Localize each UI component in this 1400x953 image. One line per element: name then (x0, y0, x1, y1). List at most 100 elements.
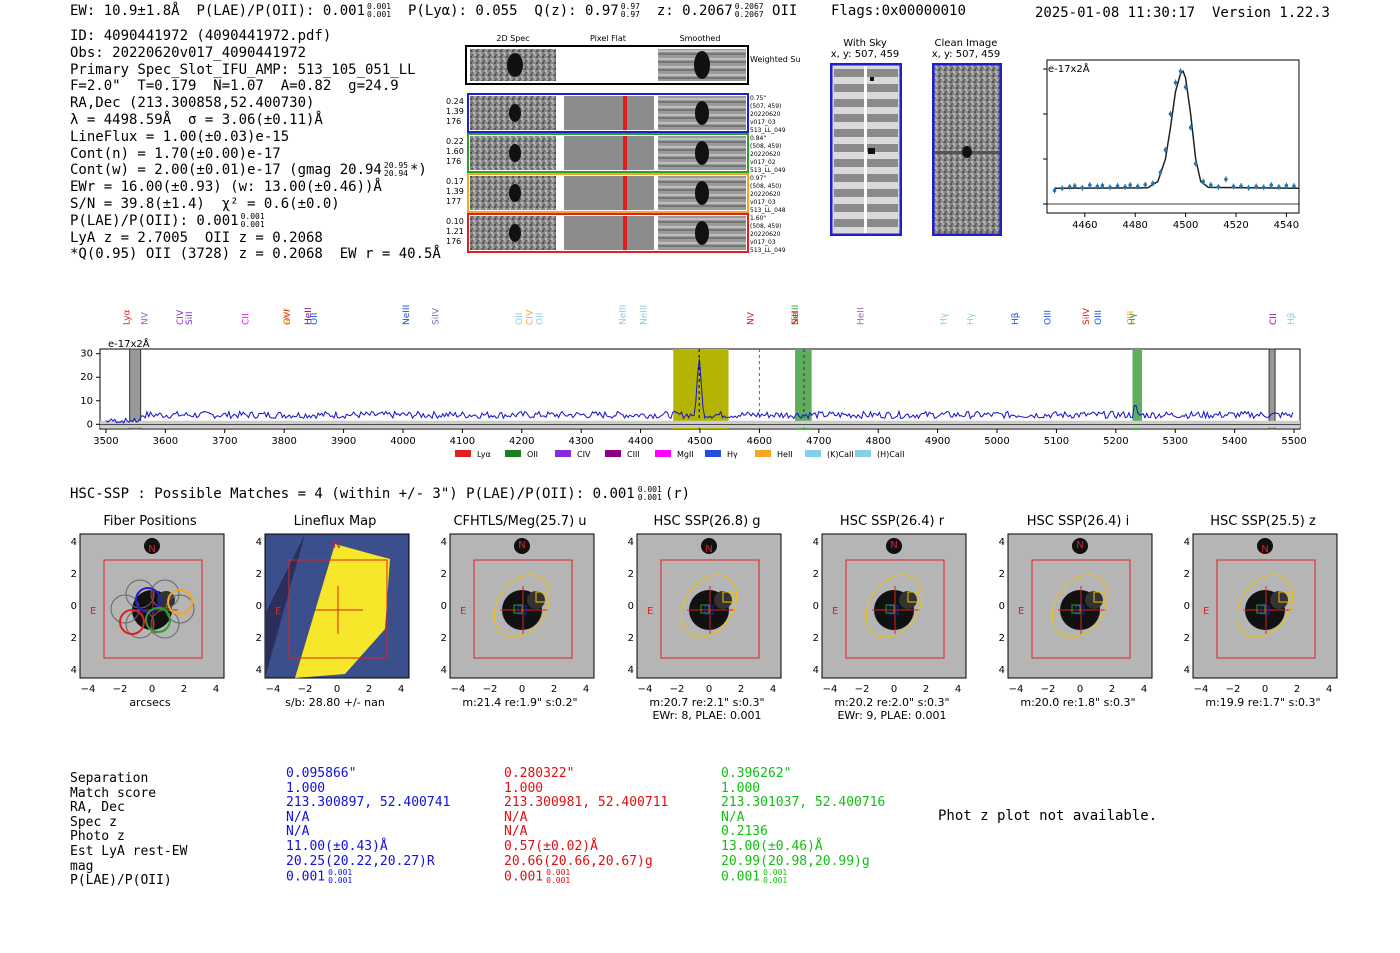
weighted-label: Weighted Sum (750, 55, 800, 64)
cutout-xtick: −2 (1226, 684, 1241, 695)
full-xtick-label: 4800 (865, 436, 890, 447)
ellipse-fit (680, 574, 738, 638)
line-label: NeIII (791, 305, 801, 325)
full-ylabel: e-17x2Å (108, 337, 150, 350)
sky-gap (864, 66, 867, 233)
info-id: ID: 4090441972 (4090441972.pdf) (70, 28, 332, 44)
zoom-point (1269, 183, 1274, 187)
full-flux-trace (105, 359, 1294, 424)
table-cell-supsub: 0.001 0.001 (328, 868, 353, 886)
band-lya-edge (129, 348, 142, 430)
line-label: NV (746, 311, 756, 325)
zoom-point (1088, 183, 1092, 187)
cutout-xtick: 0 (1262, 684, 1268, 695)
fiber-right-label: 0.75" (750, 95, 766, 102)
zoom-spectrum-chart: e-17x2Å 446044804500452045400102030 (1043, 59, 1300, 230)
table-cell: 0.396262" (721, 766, 792, 781)
cutout-xtick: −4 (81, 684, 96, 695)
clean-title: Clean Image x, y: 507, 459 (927, 38, 1005, 60)
table-label: Spec z (70, 814, 117, 830)
legend-label: (H)CaII (877, 450, 904, 459)
zoom-point (1123, 185, 1127, 189)
line-label: NeIII (402, 305, 412, 325)
detection-info: ID: 4090441972 (4090441972.pdf) Obs: 2022… (70, 28, 441, 263)
line-label: OII (515, 313, 525, 325)
zoom-point (1277, 185, 1281, 189)
weighted-sum-smoothed-blob (694, 51, 710, 79)
zoom-ylabel: e-17x2Å (1048, 62, 1090, 75)
north-label: N (705, 544, 712, 555)
svg-text:NeIII: NeIII (640, 305, 650, 325)
svg-text:SiII: SiII (185, 311, 195, 325)
full-xtick-label: 3900 (331, 436, 356, 447)
table-cell: 213.300897, 52.400741 (286, 795, 451, 811)
svg-text:Lyα: Lyα (123, 309, 133, 325)
cutout-ytick: 0 (256, 601, 262, 612)
z-value: z: 0.2067 (656, 3, 733, 19)
z-sub: 0.2067 (734, 10, 764, 19)
fiber-left-label: 1.39 (446, 107, 464, 116)
fiber-2d-blob (509, 224, 521, 242)
cutout-ytick: 4 (628, 537, 634, 548)
fiber-smoothed-blob (695, 101, 709, 125)
ellipse-fit (1236, 574, 1294, 638)
phot-z-message: Phot z plot not available. (938, 808, 1158, 824)
cutout-xtick: −4 (451, 684, 466, 695)
fiber-right-label: (508, 459) (750, 143, 781, 150)
full-xtick-label: 3700 (212, 436, 237, 447)
table-label: Separation (70, 771, 149, 786)
match-box-green (1256, 604, 1266, 614)
full-xtick-label: 5200 (1103, 436, 1128, 447)
cutout-xtick: −2 (113, 684, 128, 695)
legend-swatch (755, 450, 771, 457)
svg-text:NV: NV (746, 311, 756, 325)
cutout-xtick: −2 (483, 684, 498, 695)
full-xtick-label: 3500 (93, 436, 118, 447)
cutout-image: N E 4 2 0 −2 −4 −4 −2 0 2 4 (255, 533, 410, 695)
fiber-right-label: v017_03 (750, 199, 776, 206)
legend-label: (K)CaII (827, 450, 854, 459)
info-contw-sup: 20.95 (383, 161, 408, 171)
cutout-ytick: 0 (71, 601, 77, 612)
clean-xy: x, y: 507, 459 (931, 49, 1001, 60)
legend-label: CIV (577, 450, 591, 459)
cutout-xtick: −2 (1041, 684, 1056, 695)
table-cell: 13.00(±0.46)Å (721, 838, 823, 854)
fiber-left-label: 0.10 (446, 217, 464, 226)
zoom-point (1080, 186, 1085, 190)
fiber-left-label: 0.22 (446, 137, 464, 146)
cutout-xtick: 2 (1109, 684, 1115, 695)
ellipse-fit (1051, 574, 1109, 638)
zoom-point (1168, 112, 1173, 116)
info-contw: Cont(w) = 2.00(±0.01)e-17 (gmag 20.94 (70, 162, 382, 179)
cutout-ytick: −4 (440, 665, 447, 676)
zoom-point (1254, 184, 1258, 189)
full-xtick-label: 4400 (628, 436, 653, 447)
cutout-caption: m:21.4 re:1.9" s:0.2" (462, 696, 578, 709)
svg-text:SiIV: SiIV (1082, 307, 1092, 325)
aperture-box (660, 559, 760, 659)
with-sky-title: With Sky x, y: 507, 459 (830, 38, 900, 60)
fiber-right-label: 513_LL_049 (750, 167, 786, 174)
cutout-xtick: 0 (706, 684, 712, 695)
zoom-point (1209, 183, 1213, 187)
cutout-ytick: −2 (255, 633, 262, 644)
table-label: Photo z (70, 829, 125, 845)
hsc-band: (r) (664, 486, 691, 502)
cutout-caption: m:20.2 re:2.0" s:0.3" (834, 696, 950, 709)
clean-image (932, 63, 1002, 236)
table-cell: 1.000 (721, 780, 761, 796)
cutout-image: N E 4 2 0 −2 −4 −4 −2 0 2 4 (1183, 533, 1338, 695)
table-cell: 1.000 (504, 780, 544, 796)
band-hgamma (1132, 349, 1142, 429)
lineflux-edge (265, 534, 305, 678)
east-label: E (1018, 606, 1024, 617)
full-xtick-label: 5100 (1044, 436, 1069, 447)
zoom-point (1135, 184, 1140, 189)
table-cell: 20.66(20.66,20.67)g (504, 853, 653, 869)
cutout-title: CFHTLS/Meg(25.7) u (453, 514, 587, 529)
table-column: 0.280322" 1.000 213.300981, 52.400711 N/A N/… (504, 766, 668, 885)
cutout-ytick: 4 (813, 537, 819, 548)
cutout-ytick: −4 (998, 665, 1005, 676)
fiber-left-label: 0.17 (446, 177, 464, 186)
